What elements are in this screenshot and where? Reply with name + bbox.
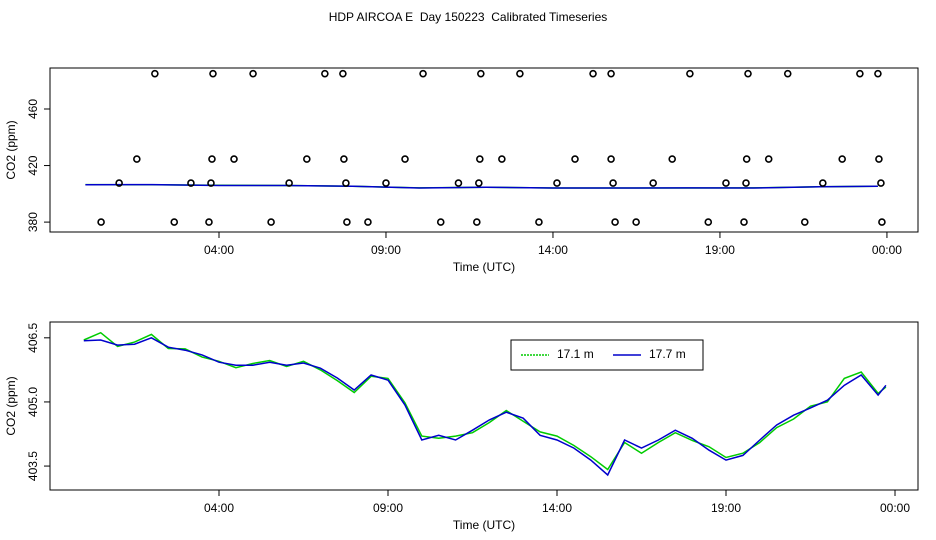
calibration-point [611,218,619,226]
x-tick-label: 14:00 [542,501,572,515]
calibration-point [321,69,329,78]
calibration-point [187,179,195,187]
calibration-point [686,69,694,78]
y-tick-label: 405.0 [26,387,40,417]
legend: 17.1 m 17.7 m [510,339,704,371]
series-line [83,336,887,477]
y-axis-label: CO2 (ppm) [4,120,18,179]
calibration-point [454,179,463,187]
calibration-point [722,179,730,187]
calibration-point [170,218,179,226]
y-tick-label: 420 [26,155,40,175]
x-tick-label: 09:00 [373,501,403,515]
x-tick-label: 09:00 [371,243,401,257]
calibration-point [230,155,238,163]
calibration-point [589,69,597,78]
plot-frame [49,321,919,491]
calibration-point [744,69,752,78]
series-line [83,331,887,471]
calibration-point [783,69,792,78]
calibration-point [649,179,657,187]
calibration-point [339,69,347,78]
x-axis-label: Time (UTC) [453,260,515,274]
calibration-point [742,155,751,163]
y-tick-label: 460 [26,99,40,119]
calibration-point [856,69,864,78]
calibration-point [875,155,883,163]
calibration-point [207,179,215,187]
calibration-point [535,218,543,226]
calibration-point [436,218,445,226]
y-tick-label: 403.5 [26,451,40,481]
calibration-point [205,218,213,226]
calibration-point [498,155,506,163]
calibration-point [115,179,123,187]
x-tick-label: 04:00 [204,243,234,257]
calibration-point [342,179,350,187]
legend-label: 17.1 m [557,347,594,361]
calibration-point [133,155,141,163]
calibration-point [151,69,159,78]
calibration-point [208,155,216,163]
calibration-point [609,179,617,187]
calibration-point [874,69,882,78]
x-tick-label: 14:00 [538,243,568,257]
calibration-point [97,218,105,226]
calibration-point [477,69,485,78]
series-line [85,183,878,189]
x-tick-label: 19:00 [705,243,735,257]
calibration-point [668,155,676,163]
calibration-point [764,155,773,163]
calibration-point [819,179,827,187]
x-tick-label: 19:00 [711,501,741,515]
calibration-point [632,218,640,226]
calibration-point [340,155,348,163]
calibration-point [209,69,217,78]
calibration-point [382,179,390,187]
calibration-point [249,69,257,78]
calibration-point [303,155,311,163]
calibration-point [516,69,524,78]
calibration-point [878,218,886,226]
calibration-point [419,69,427,78]
calibration-point [343,218,351,226]
calibration-point [877,179,885,187]
y-axis-label: CO2 (ppm) [4,376,18,435]
legend-box [510,339,704,371]
calibration-point [401,155,409,163]
x-tick-label: 00:00 [880,501,910,515]
plot-frame [49,67,919,233]
calibration-point [607,155,615,163]
calibration-point [553,179,561,187]
calibration-point [285,179,293,187]
calibration-point [476,155,484,163]
x-tick-label: 00:00 [872,243,902,257]
calibration-point [571,155,579,163]
chart-title: HDP AIRCOA E Day 150223 Calibrated Times… [329,10,608,24]
calibration-point [740,218,748,226]
calibration-point [473,218,481,226]
calibration-point [475,179,483,187]
y-tick-label: 380 [26,212,40,232]
calibration-point [838,155,846,163]
y-tick-label: 406.5 [26,322,40,352]
calibration-point [704,218,713,226]
calibration-point [742,179,750,187]
x-tick-label: 04:00 [204,501,234,515]
legend-label: 17.7 m [649,347,686,361]
x-axis-label: Time (UTC) [453,518,515,532]
calibration-point [267,218,275,226]
calibration-point [800,218,809,226]
calibration-point [607,69,615,78]
calibration-point [364,218,372,226]
